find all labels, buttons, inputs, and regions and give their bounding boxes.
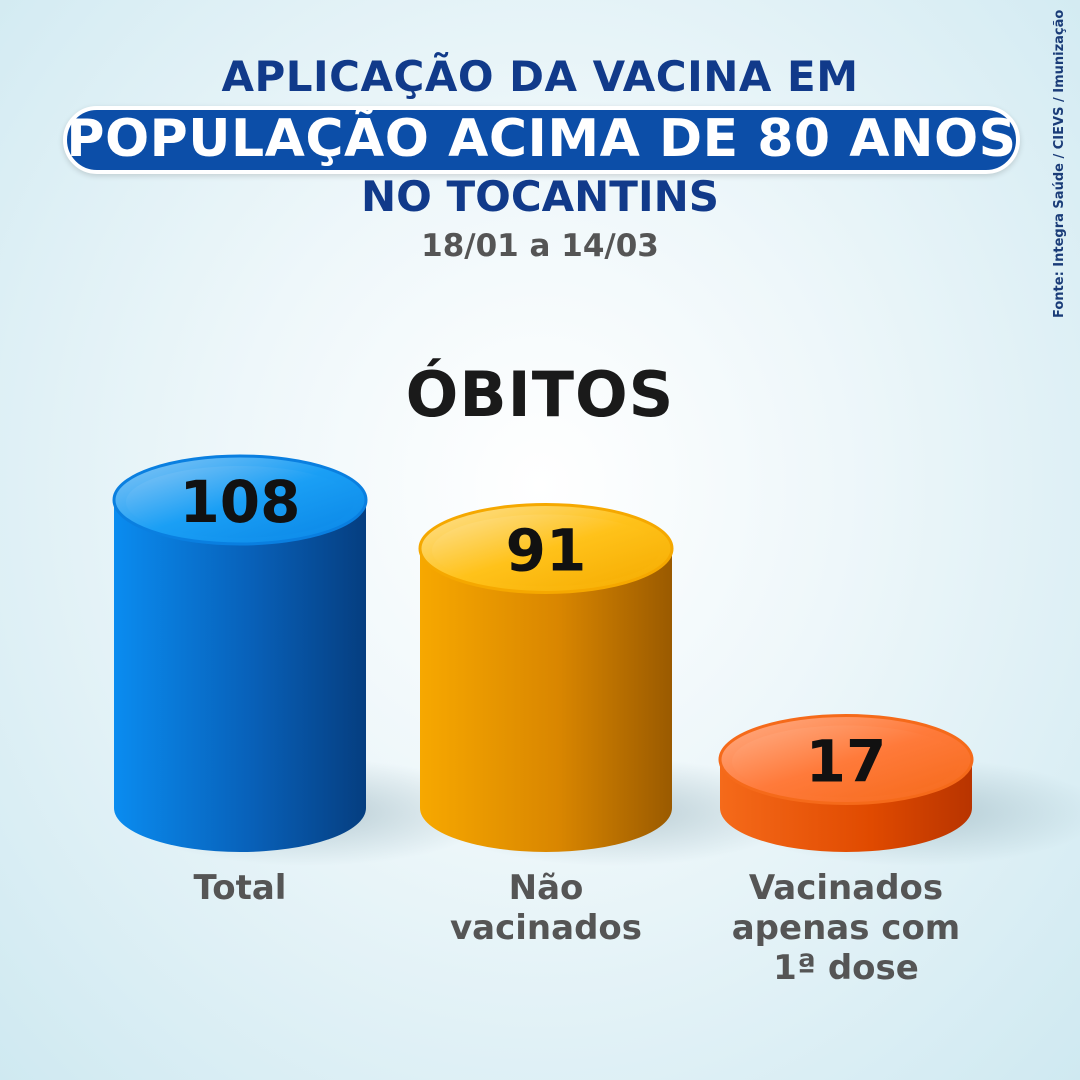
chart-title: ÓBITOS bbox=[405, 358, 675, 431]
category-label-line: vacinados bbox=[450, 908, 642, 948]
category-label-line: Não bbox=[508, 868, 584, 908]
category-label-line: apenas com bbox=[731, 908, 961, 948]
category-label-line: Total bbox=[193, 868, 287, 908]
category-label: Não vacinados bbox=[396, 868, 696, 948]
bar-top-highlight bbox=[432, 514, 660, 587]
bar-top-highlight bbox=[126, 466, 354, 538]
bar-value-label: 108 bbox=[179, 468, 300, 536]
title-line-1: APLICAÇÃO DA VACINA EM bbox=[221, 52, 859, 101]
period-label: 18/01 a 14/03 bbox=[421, 228, 659, 264]
category-label-line: Vacinados bbox=[748, 868, 944, 908]
bar-value-label: 91 bbox=[506, 516, 587, 584]
category-label-line: 1ª dose bbox=[773, 948, 919, 988]
bar-top-highlight bbox=[732, 725, 960, 798]
title-line-3: NO TOCANTINS bbox=[361, 172, 719, 221]
title-highlight-pill bbox=[63, 106, 1020, 174]
bar-value-label: 17 bbox=[806, 728, 887, 796]
bar-body bbox=[114, 500, 366, 852]
title-line-2: POPULAÇÃO ACIMA DE 80 ANOS bbox=[66, 109, 1017, 169]
category-label: Total bbox=[90, 868, 390, 908]
category-label: Vacinados apenas com 1ª dose bbox=[696, 868, 996, 988]
bar-body bbox=[420, 548, 672, 852]
